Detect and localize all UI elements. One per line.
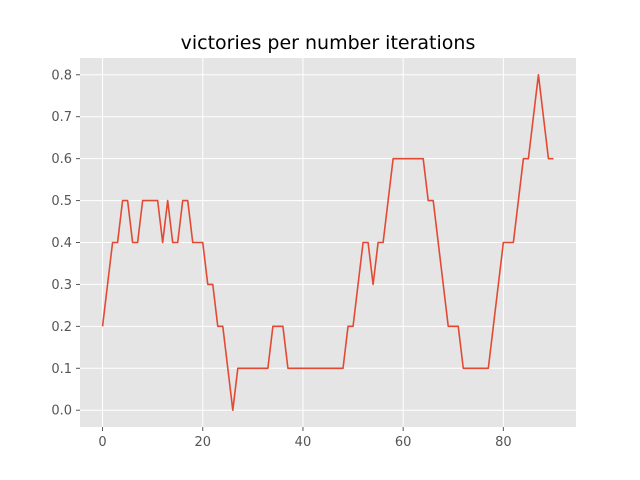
- y-tick-label: 0.4: [51, 236, 72, 251]
- series-layer: [101, 73, 554, 412]
- y-tick-label: 0.8: [51, 68, 72, 83]
- x-tick-label: 0: [98, 435, 106, 450]
- y-axis: 0.0 0.1 0.2 0.3 0.4 0.5 0.6 0.7 0.8: [51, 68, 80, 419]
- y-tick-label: 0.5: [51, 194, 72, 209]
- x-tick-label: 40: [295, 435, 312, 450]
- series-line-0: [101, 73, 554, 412]
- y-tick-label: 0.0: [51, 404, 72, 419]
- y-tick-label: 0.7: [51, 110, 72, 125]
- x-tick-label: 80: [495, 435, 512, 450]
- y-tick-label: 0.6: [51, 152, 72, 167]
- chart-title: victories per number iterations: [181, 32, 476, 54]
- x-tick-label: 60: [395, 435, 412, 450]
- y-tick-label: 0.3: [51, 278, 72, 293]
- x-axis: 0 20 40 60 80: [98, 427, 512, 450]
- x-tick-label: 20: [194, 435, 211, 450]
- y-tick-label: 0.2: [51, 320, 72, 335]
- y-tick-label: 0.1: [51, 362, 72, 377]
